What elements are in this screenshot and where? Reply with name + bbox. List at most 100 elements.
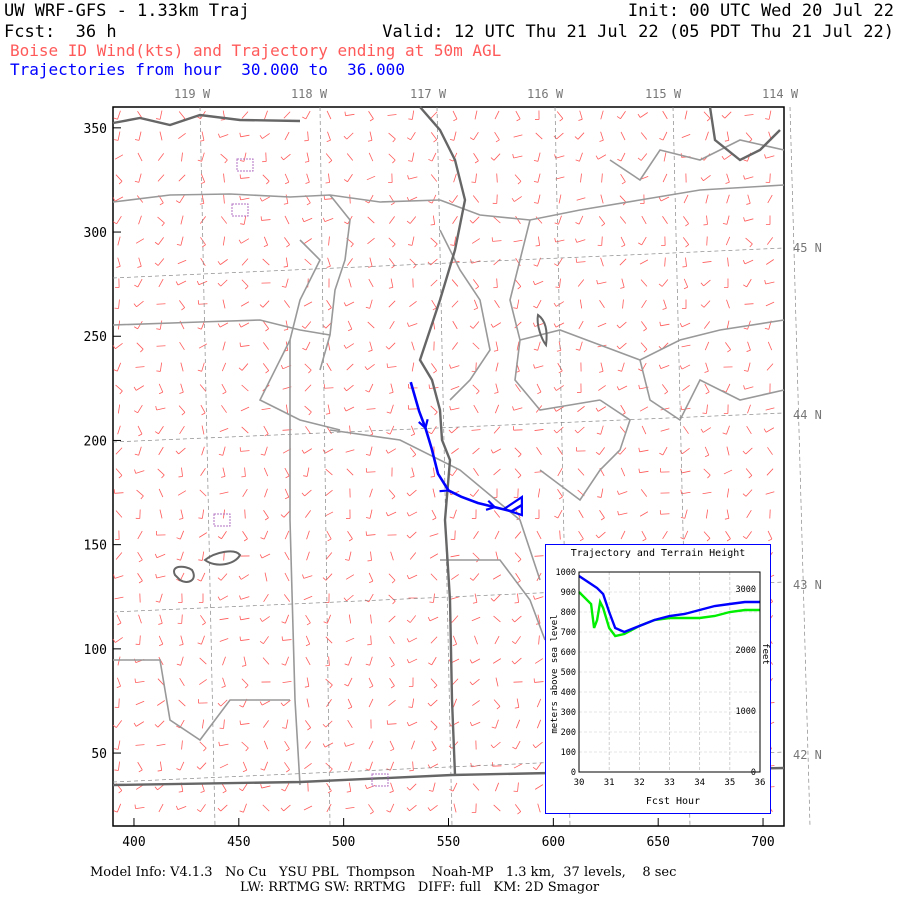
wind-barb xyxy=(201,131,205,141)
wind-barb xyxy=(306,530,310,540)
wind-barb xyxy=(368,152,374,162)
longitude-labels: 119 W 118 W 117 W 116 W 115 W 114 W xyxy=(174,87,799,101)
wind-barb xyxy=(597,281,607,285)
wind-barb xyxy=(703,111,711,119)
boundary-line xyxy=(113,659,290,742)
wind-barb xyxy=(620,404,626,414)
wind-barb xyxy=(619,258,627,266)
wind-barb xyxy=(493,804,501,812)
wind-barb xyxy=(430,237,438,245)
wind-barb xyxy=(496,173,498,183)
wind-barb xyxy=(495,383,499,393)
wind-barb xyxy=(243,215,247,225)
wind-barb xyxy=(139,635,141,645)
wind-barb xyxy=(535,658,543,664)
wind-barb xyxy=(387,366,397,368)
wind-barb xyxy=(535,132,543,140)
wind-barb xyxy=(432,488,436,498)
wind-barb xyxy=(243,152,247,162)
wind-barb xyxy=(704,341,710,351)
wind-barb xyxy=(346,132,354,140)
wind-barb xyxy=(494,131,500,141)
wind-barb xyxy=(181,740,183,750)
wind-barb xyxy=(263,425,269,435)
wind-barb xyxy=(221,405,227,413)
wind-barb xyxy=(221,531,227,539)
wind-barb xyxy=(683,216,689,224)
wind-barb xyxy=(345,806,355,810)
wind-barb xyxy=(263,530,269,540)
longitude-line xyxy=(789,106,811,827)
wind-barb xyxy=(537,341,541,351)
wind-barb xyxy=(515,216,521,224)
wind-barb xyxy=(327,614,331,624)
wind-barb xyxy=(284,530,290,540)
longitude-line xyxy=(436,106,453,827)
wind-barb xyxy=(138,173,142,183)
wind-barb xyxy=(767,447,773,455)
wind-barb xyxy=(115,510,123,518)
wind-barb xyxy=(222,467,226,477)
wind-barb xyxy=(156,345,166,347)
wind-barb xyxy=(641,299,647,309)
wind-barb xyxy=(325,153,333,161)
boundary-line xyxy=(439,229,491,401)
wind-barb xyxy=(409,783,417,791)
wind-barb xyxy=(180,656,184,666)
wind-barb xyxy=(201,509,205,519)
wind-barb xyxy=(306,467,310,477)
wind-barb xyxy=(639,511,649,517)
wind-barb xyxy=(600,425,604,435)
wind-barb xyxy=(432,782,436,792)
wind-barb xyxy=(558,194,562,204)
wind-barb xyxy=(516,698,520,708)
wind-barb xyxy=(433,593,435,603)
wind-barb xyxy=(557,489,563,497)
wind-barb xyxy=(579,299,583,309)
wind-barb xyxy=(115,637,123,643)
wind-barb xyxy=(662,446,668,456)
wind-barb xyxy=(620,236,626,246)
wind-barb xyxy=(157,153,165,161)
wind-barb xyxy=(223,194,225,204)
wind-barb xyxy=(115,342,123,350)
wind-barb xyxy=(556,426,564,434)
inset-y-tick-right: 1000 xyxy=(736,707,756,717)
wind-barb xyxy=(221,383,227,393)
wind-barb xyxy=(240,639,250,641)
wind-barb xyxy=(367,237,375,245)
wind-barb xyxy=(683,426,689,434)
wind-barb xyxy=(180,383,184,393)
wind-barb xyxy=(159,131,163,141)
wind-barb xyxy=(348,614,352,624)
inset-y-tick: 0 xyxy=(571,768,576,778)
wind-barb xyxy=(369,488,373,498)
y-tick-label: 350 xyxy=(84,122,107,137)
wind-barb xyxy=(745,447,753,455)
wind-barb xyxy=(241,279,249,287)
wind-barb xyxy=(536,383,542,393)
wind-barb xyxy=(199,216,207,224)
boundary-line xyxy=(609,139,785,182)
wind-barb xyxy=(473,531,479,539)
wind-barb xyxy=(536,698,542,708)
wind-barb xyxy=(766,259,774,265)
wind-barb xyxy=(430,699,438,707)
wind-barb xyxy=(536,530,542,540)
wind-barb xyxy=(345,449,355,453)
wind-barb xyxy=(577,426,585,434)
wind-barb xyxy=(223,551,225,561)
wind-barb xyxy=(283,594,291,602)
wind-barb xyxy=(241,678,249,686)
wind-barb xyxy=(347,174,353,182)
wind-barb xyxy=(618,491,628,495)
wind-barb xyxy=(283,510,291,518)
wind-barb xyxy=(345,113,355,117)
wind-barb xyxy=(557,467,563,477)
wind-barb xyxy=(325,489,333,497)
wind-barb xyxy=(640,489,648,497)
wind-barb xyxy=(369,446,373,456)
wind-barb xyxy=(408,574,418,580)
longitude-label: 114 W xyxy=(762,87,799,101)
wind-barb xyxy=(220,573,228,581)
